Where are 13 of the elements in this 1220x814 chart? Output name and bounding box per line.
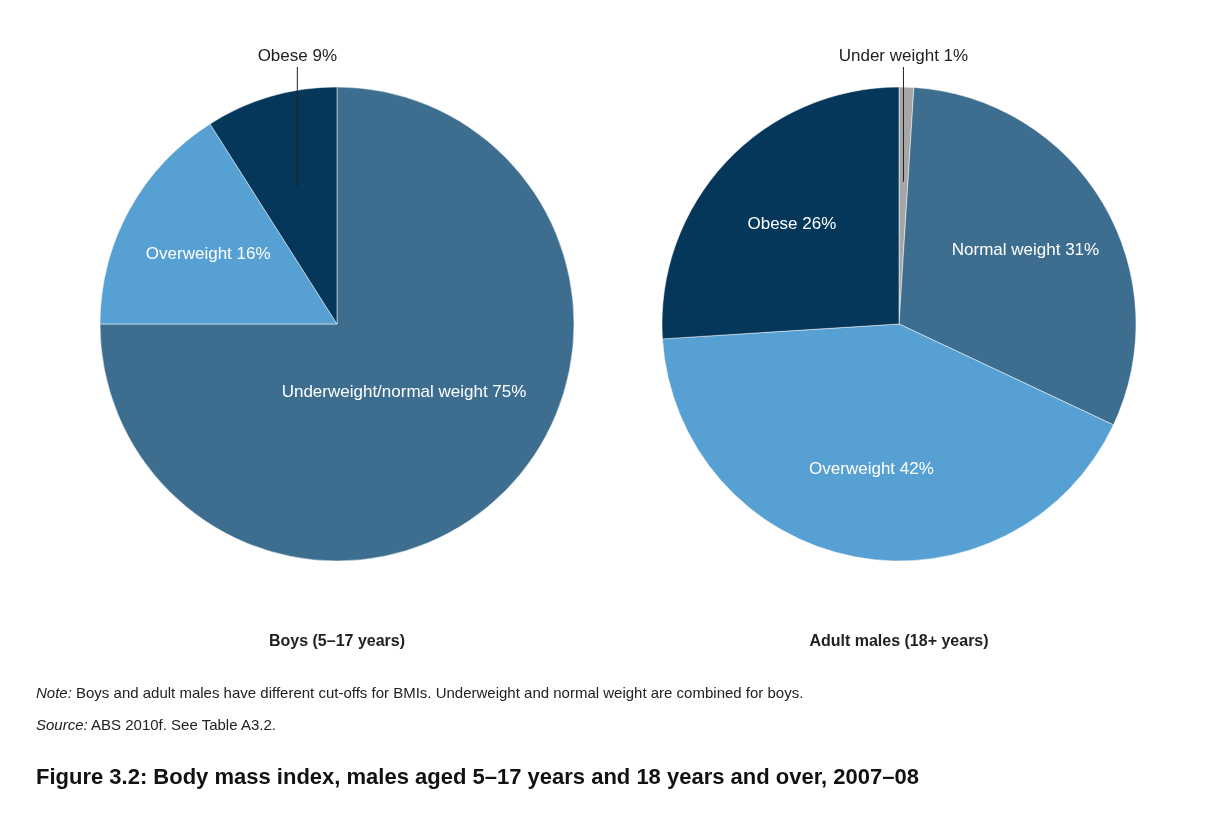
slice-label: Under weight 1% [838,46,969,65]
slice-label: Obese 26% [747,214,837,234]
slice-label: Underweight/normal weight 75% [281,382,527,402]
caption: Figure 3.2: Body mass index, males aged 5–17 years and 18 years and over, 2007–08 [36,764,919,789]
pie-slice [99,86,575,562]
slice-label: Overweight 42% [809,459,934,479]
slice-label: Overweight 16% [145,244,271,264]
slice-label: Normal weight 31% [951,240,1100,260]
text: Note: Boys and adult males have different cut-offs for BMIs. Underweight and normal weight are combined for boys. [36,684,804,701]
text: Adult males (18+ years) [809,632,989,649]
slice-label: Obese 9% [257,46,338,65]
text: Boys (5–17 years) [268,632,406,649]
source-note: Source: ABS 2010f. See Table A3.2. [36,716,276,733]
